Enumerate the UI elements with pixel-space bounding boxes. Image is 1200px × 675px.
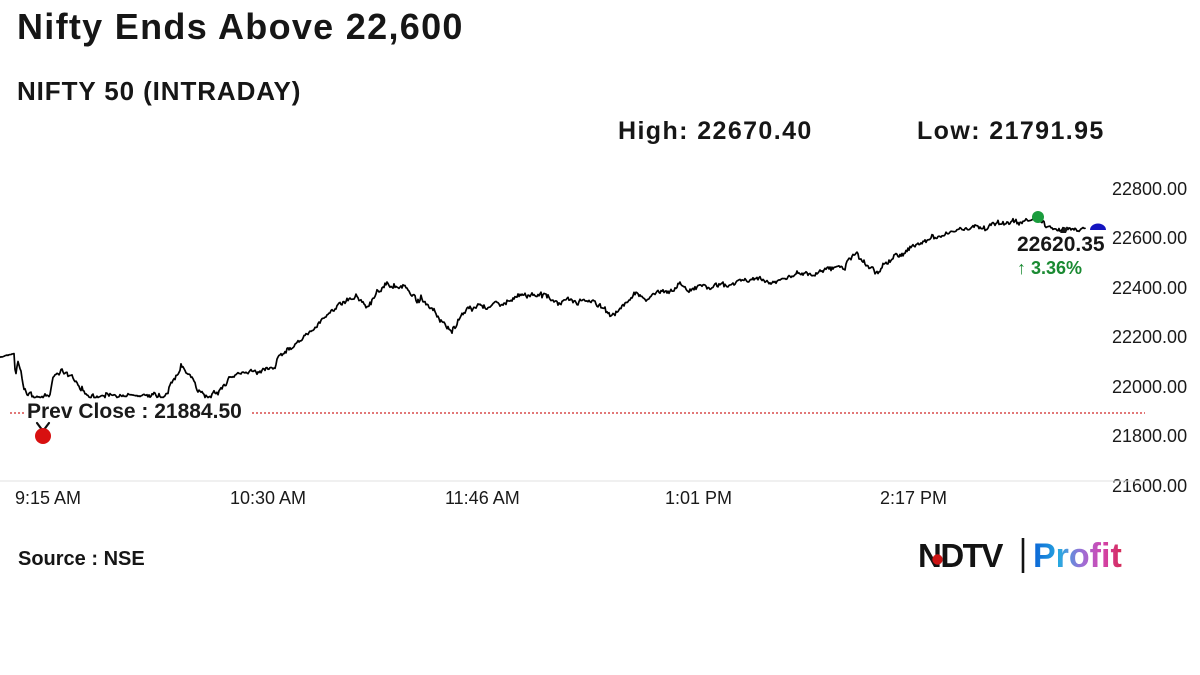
svg-text:22000.00: 22000.00 [1112, 377, 1187, 397]
svg-text:22800.00: 22800.00 [1112, 179, 1187, 199]
svg-text:↑ 3.36%: ↑ 3.36% [1017, 258, 1082, 278]
svg-text:Prev Close : 21884.50: Prev Close : 21884.50 [27, 400, 242, 423]
svg-text:22600.00: 22600.00 [1112, 228, 1187, 248]
svg-text:21600.00: 21600.00 [1112, 476, 1187, 496]
svg-text:22400.00: 22400.00 [1112, 278, 1187, 298]
svg-text:10:30 AM: 10:30 AM [230, 488, 306, 508]
svg-text:9:15 AM: 9:15 AM [15, 488, 81, 508]
svg-text:1:01 PM: 1:01 PM [665, 488, 732, 508]
svg-text:11:46 AM: 11:46 AM [445, 488, 520, 508]
svg-text:2:17 PM: 2:17 PM [880, 488, 947, 508]
svg-text:NDTV: NDTV [918, 537, 1003, 574]
svg-text:22200.00: 22200.00 [1112, 327, 1187, 347]
svg-text:21800.00: 21800.00 [1112, 426, 1187, 446]
svg-text:Profit: Profit [1033, 537, 1122, 575]
svg-text:22620.35: 22620.35 [1017, 233, 1105, 256]
